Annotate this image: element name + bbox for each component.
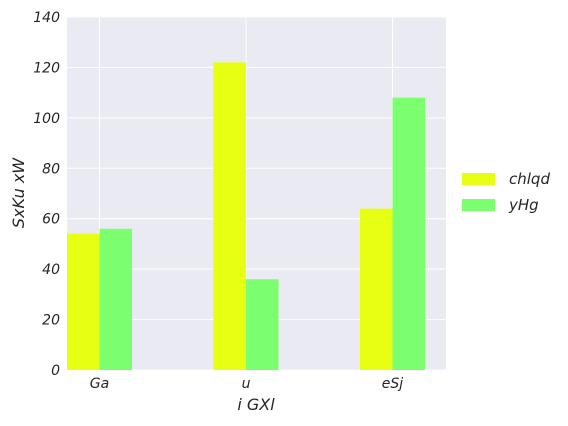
y-tick-label: 140 xyxy=(33,10,60,26)
x-tick-label: u xyxy=(242,376,251,392)
x-tick-labels: Ga u eSj xyxy=(90,376,404,392)
y-axis-label: SxKu xW xyxy=(9,157,28,228)
y-tick-label: 40 xyxy=(42,262,60,278)
y-tick-label: 120 xyxy=(33,60,60,76)
y-tick-label: 0 xyxy=(51,363,60,379)
legend-swatch-yHg xyxy=(462,199,495,211)
bars xyxy=(67,62,425,371)
x-tick-label: eSj xyxy=(382,376,404,392)
y-tick-label: 80 xyxy=(42,161,60,177)
bar-yHg-eSj xyxy=(392,97,425,370)
x-axis-label: i GXl xyxy=(237,395,275,414)
y-tick-label: 60 xyxy=(42,212,60,228)
legend-swatch-chlqd xyxy=(462,173,495,185)
y-tick-label: 20 xyxy=(42,313,60,329)
y-tick-labels: 0 20 40 60 80 100 120 140 xyxy=(33,10,60,379)
bar-chlqd-u xyxy=(213,62,246,371)
x-tick-label: Ga xyxy=(90,376,109,392)
legend-label-yHg: yHg xyxy=(508,196,539,214)
legend: chlqd yHg xyxy=(462,170,550,214)
y-tick-label: 100 xyxy=(33,111,60,127)
legend-label-chlqd: chlqd xyxy=(509,170,550,188)
bar-yHg-u xyxy=(246,279,279,370)
bar-chlqd-Ga xyxy=(67,233,100,370)
bar-chlqd-eSj xyxy=(360,208,393,370)
bar-yHg-Ga xyxy=(99,228,132,370)
